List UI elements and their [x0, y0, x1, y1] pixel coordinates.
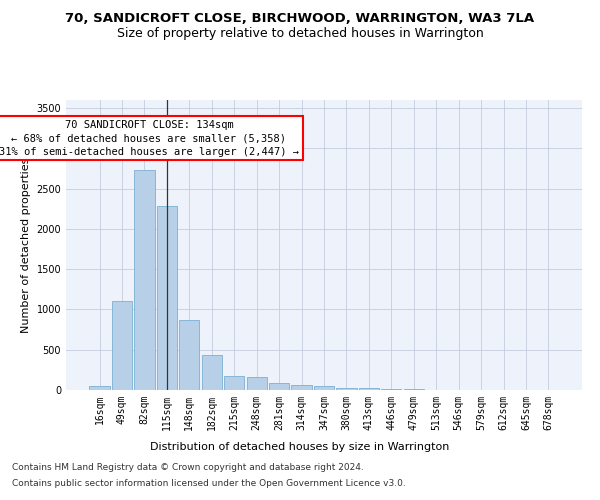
- Bar: [404, 389, 424, 390]
- Bar: [134, 170, 155, 390]
- Bar: [224, 376, 244, 390]
- Bar: [179, 320, 199, 390]
- Bar: [381, 389, 401, 390]
- Bar: [359, 388, 379, 390]
- Text: Distribution of detached houses by size in Warrington: Distribution of detached houses by size …: [151, 442, 449, 452]
- Bar: [202, 356, 222, 390]
- Text: Contains public sector information licensed under the Open Government Licence v3: Contains public sector information licen…: [12, 478, 406, 488]
- Bar: [269, 383, 289, 390]
- Text: 70 SANDICROFT CLOSE: 134sqm
← 68% of detached houses are smaller (5,358)
31% of : 70 SANDICROFT CLOSE: 134sqm ← 68% of det…: [0, 120, 299, 156]
- Bar: [314, 386, 334, 390]
- Bar: [337, 388, 356, 390]
- Y-axis label: Number of detached properties: Number of detached properties: [21, 158, 31, 332]
- Text: Contains HM Land Registry data © Crown copyright and database right 2024.: Contains HM Land Registry data © Crown c…: [12, 464, 364, 472]
- Bar: [157, 206, 177, 390]
- Bar: [112, 302, 132, 390]
- Text: 70, SANDICROFT CLOSE, BIRCHWOOD, WARRINGTON, WA3 7LA: 70, SANDICROFT CLOSE, BIRCHWOOD, WARRING…: [65, 12, 535, 26]
- Bar: [247, 376, 267, 390]
- Bar: [89, 386, 110, 390]
- Bar: [292, 385, 311, 390]
- Text: Size of property relative to detached houses in Warrington: Size of property relative to detached ho…: [116, 28, 484, 40]
